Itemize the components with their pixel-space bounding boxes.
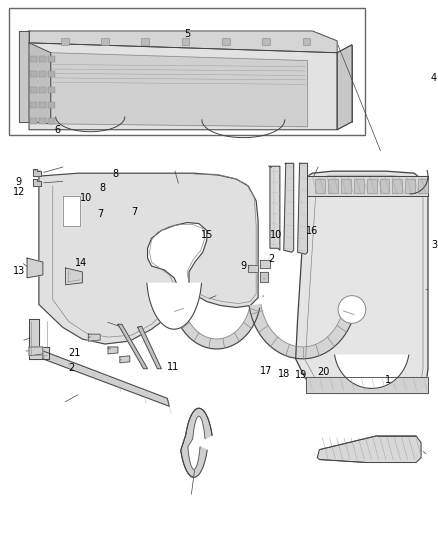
- Text: 6: 6: [55, 125, 61, 135]
- Bar: [30, 55, 37, 62]
- Bar: [60, 38, 68, 45]
- Text: 7: 7: [97, 209, 103, 219]
- Polygon shape: [120, 356, 130, 363]
- Polygon shape: [27, 258, 43, 278]
- Bar: [30, 118, 37, 124]
- Polygon shape: [66, 268, 82, 285]
- Bar: [39, 118, 46, 124]
- Polygon shape: [306, 377, 428, 393]
- Text: 15: 15: [201, 230, 213, 240]
- Bar: [354, 179, 364, 193]
- Bar: [262, 38, 270, 45]
- Polygon shape: [249, 304, 356, 359]
- Text: 20: 20: [318, 367, 330, 377]
- Bar: [328, 179, 338, 193]
- Polygon shape: [337, 45, 352, 130]
- Text: 8: 8: [112, 169, 118, 179]
- Bar: [30, 71, 37, 77]
- Bar: [303, 38, 311, 45]
- Bar: [380, 179, 389, 193]
- Bar: [48, 71, 55, 77]
- Polygon shape: [318, 436, 421, 463]
- Polygon shape: [29, 31, 337, 53]
- Bar: [222, 38, 230, 45]
- Bar: [48, 87, 55, 93]
- Polygon shape: [181, 408, 212, 477]
- Bar: [418, 179, 428, 193]
- Polygon shape: [29, 347, 43, 356]
- Polygon shape: [307, 176, 428, 196]
- Text: 10: 10: [270, 230, 282, 240]
- Polygon shape: [284, 163, 293, 252]
- Polygon shape: [29, 319, 49, 359]
- Text: 5: 5: [184, 29, 191, 39]
- Text: 14: 14: [74, 258, 87, 268]
- Polygon shape: [43, 351, 169, 406]
- Polygon shape: [298, 163, 307, 254]
- Polygon shape: [33, 169, 41, 176]
- Text: 10: 10: [81, 193, 92, 203]
- Polygon shape: [39, 173, 258, 344]
- Text: 2: 2: [68, 363, 75, 373]
- Polygon shape: [260, 272, 268, 282]
- Bar: [182, 38, 190, 45]
- Text: 2: 2: [268, 254, 274, 264]
- Polygon shape: [33, 179, 41, 186]
- Polygon shape: [29, 43, 51, 124]
- Text: 13: 13: [13, 266, 25, 276]
- Bar: [367, 179, 377, 193]
- Circle shape: [338, 296, 366, 324]
- Polygon shape: [260, 260, 270, 268]
- Polygon shape: [335, 355, 409, 389]
- Polygon shape: [29, 43, 337, 130]
- Text: 7: 7: [131, 207, 137, 217]
- Bar: [48, 55, 55, 62]
- Bar: [30, 102, 37, 108]
- Bar: [9, 9, 365, 135]
- Bar: [30, 87, 37, 93]
- Polygon shape: [19, 31, 29, 122]
- Polygon shape: [118, 324, 148, 369]
- Bar: [48, 102, 55, 108]
- Polygon shape: [88, 334, 100, 341]
- Text: 4: 4: [431, 74, 437, 83]
- Bar: [392, 179, 402, 193]
- Polygon shape: [51, 53, 307, 127]
- Text: 8: 8: [99, 183, 105, 193]
- Polygon shape: [147, 284, 201, 329]
- Polygon shape: [108, 347, 118, 354]
- Bar: [48, 118, 55, 124]
- Text: 19: 19: [295, 369, 307, 379]
- Text: 9: 9: [15, 177, 21, 187]
- Polygon shape: [270, 166, 280, 250]
- Text: 12: 12: [13, 187, 25, 197]
- Polygon shape: [296, 171, 428, 393]
- Text: 11: 11: [167, 362, 180, 372]
- Bar: [101, 38, 109, 45]
- Polygon shape: [248, 265, 258, 272]
- Text: 18: 18: [278, 369, 290, 378]
- Bar: [39, 102, 46, 108]
- Bar: [405, 179, 415, 193]
- Bar: [141, 38, 149, 45]
- Bar: [315, 179, 325, 193]
- Bar: [341, 179, 351, 193]
- Polygon shape: [138, 326, 161, 369]
- Bar: [39, 55, 46, 62]
- Polygon shape: [63, 196, 81, 225]
- Text: 16: 16: [306, 227, 318, 237]
- Text: 17: 17: [260, 366, 272, 376]
- Bar: [39, 71, 46, 77]
- Polygon shape: [173, 306, 260, 349]
- Bar: [39, 87, 46, 93]
- Text: 21: 21: [68, 348, 81, 358]
- Text: 3: 3: [431, 240, 437, 251]
- Text: 9: 9: [240, 261, 247, 271]
- Text: 1: 1: [385, 375, 391, 385]
